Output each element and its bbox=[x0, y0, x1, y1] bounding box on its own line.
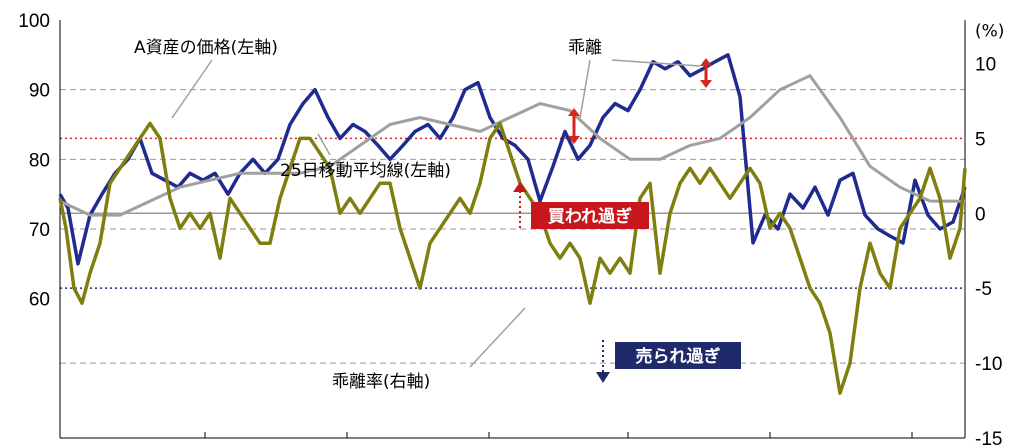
right-axis-unit: (%) bbox=[975, 21, 1004, 41]
oversold-badge-text: 売られ過ぎ bbox=[636, 346, 721, 367]
series-line bbox=[58, 121, 967, 395]
deviation-arrow-head bbox=[568, 108, 580, 116]
gridlines bbox=[60, 89, 965, 364]
deviation-arrow-head bbox=[700, 80, 712, 88]
ma-leader bbox=[317, 133, 331, 156]
right-tick-label: -10 bbox=[975, 354, 1002, 375]
left-tick-label: 60 bbox=[29, 290, 50, 311]
right-tick-label: 0 bbox=[975, 204, 986, 225]
series-line bbox=[59, 74, 965, 217]
series-lines bbox=[58, 53, 967, 395]
overbought-badge bbox=[531, 202, 649, 229]
series-line bbox=[58, 53, 967, 266]
ma-label: 25日移動平均線(左軸) bbox=[280, 161, 451, 181]
right-tick-label: -15 bbox=[975, 429, 1002, 448]
annotations: A資産の価格(左軸) 乖離 25日移動平均線(左軸) 乖離率(右軸) 買われ過ぎ売られ過… bbox=[134, 38, 741, 392]
left-tick-label: 70 bbox=[29, 220, 50, 241]
price-leader bbox=[171, 59, 213, 119]
left-tick-label: 90 bbox=[29, 81, 50, 102]
right-tick-label: -5 bbox=[975, 279, 992, 300]
rate-leader bbox=[469, 307, 526, 368]
overbought-arrow-head bbox=[513, 182, 527, 192]
price-label: A資産の価格(左軸) bbox=[134, 38, 278, 58]
oversold-badge bbox=[615, 342, 741, 369]
deviation-leader bbox=[579, 59, 591, 119]
deviation-arrow-head bbox=[568, 136, 580, 144]
deviation-leader bbox=[611, 59, 701, 67]
overbought-badge-text: 買われ過ぎ bbox=[548, 206, 632, 227]
right-tick-label: 5 bbox=[975, 129, 986, 150]
left-tick-label: 100 bbox=[18, 11, 50, 32]
deviation-rate-label: 乖離率(右軸) bbox=[332, 372, 430, 392]
deviation-arrow-head bbox=[700, 58, 712, 66]
oversold-arrow-head bbox=[596, 372, 610, 383]
left-tick-label: 80 bbox=[29, 150, 50, 171]
axes: 60 70 80 90 100 10 5 0 -5 -10 -15 (%) bbox=[18, 11, 1004, 448]
deviation-label: 乖離 bbox=[568, 38, 602, 58]
right-tick-label: 10 bbox=[975, 54, 996, 75]
